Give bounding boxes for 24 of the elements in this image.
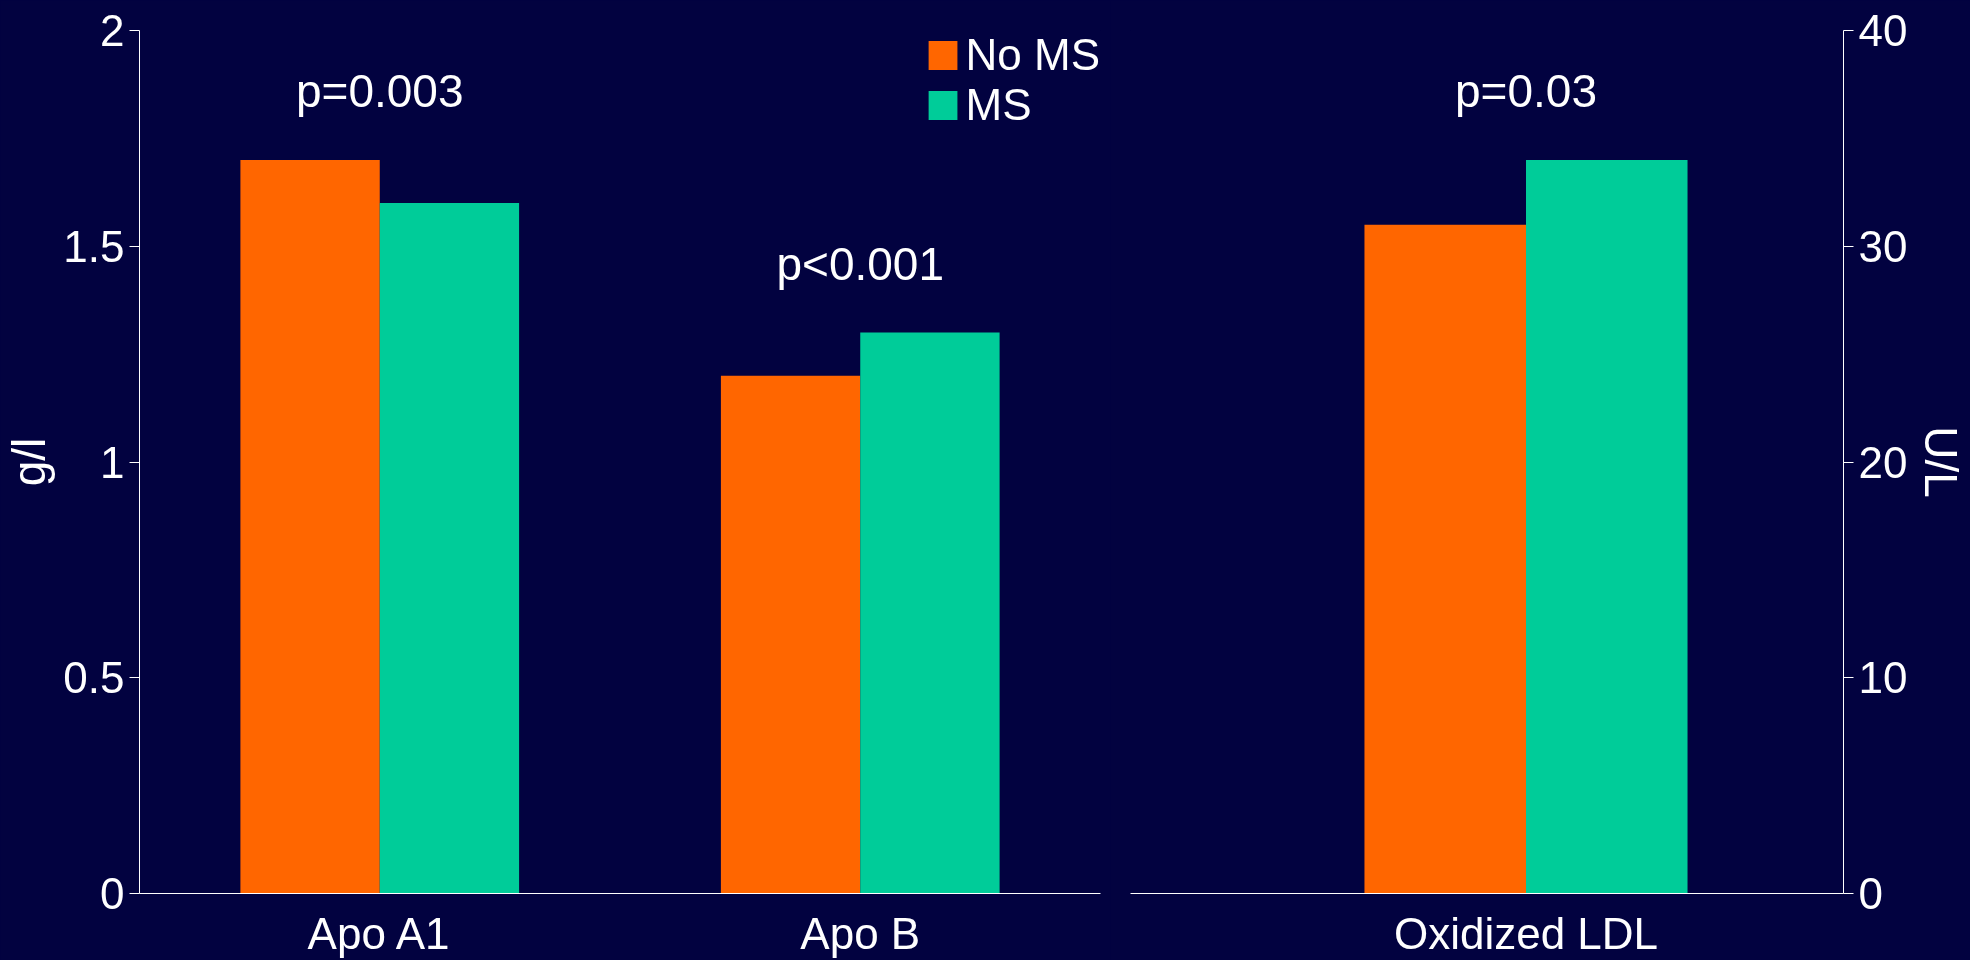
x-tick-label: Apo B xyxy=(800,908,921,958)
y-tick-label: 1.5 xyxy=(63,221,125,271)
y-tick-label: 0.5 xyxy=(63,653,125,703)
annotation: p=0.03 xyxy=(1455,64,1597,117)
y2-tick-label: 0 xyxy=(1858,869,1883,918)
y2-tick-label: 20 xyxy=(1858,437,1908,487)
bar xyxy=(860,332,1000,894)
x-tick-label: Apo A1 xyxy=(307,908,450,958)
y-tick-label: 0 xyxy=(100,869,125,918)
bar xyxy=(379,203,520,894)
x-tick-label: Oxidized LDL xyxy=(1393,908,1659,958)
bar xyxy=(720,375,861,894)
y2-tick-label: 10 xyxy=(1858,653,1908,703)
legend-label: MS xyxy=(965,80,1032,130)
legend-label: No MS xyxy=(965,30,1100,80)
y-tick-label: 2 xyxy=(100,6,125,55)
y-axis-title: g/l xyxy=(3,437,56,487)
bar xyxy=(240,159,380,894)
annotation: p<0.001 xyxy=(776,237,945,290)
y2-tick-label: 40 xyxy=(1858,6,1908,55)
y-tick-label: 1 xyxy=(100,437,125,487)
y2-axis-title: U/L xyxy=(1915,426,1968,498)
annotation: p=0.003 xyxy=(295,64,464,117)
y2-tick-label: 30 xyxy=(1858,221,1908,271)
